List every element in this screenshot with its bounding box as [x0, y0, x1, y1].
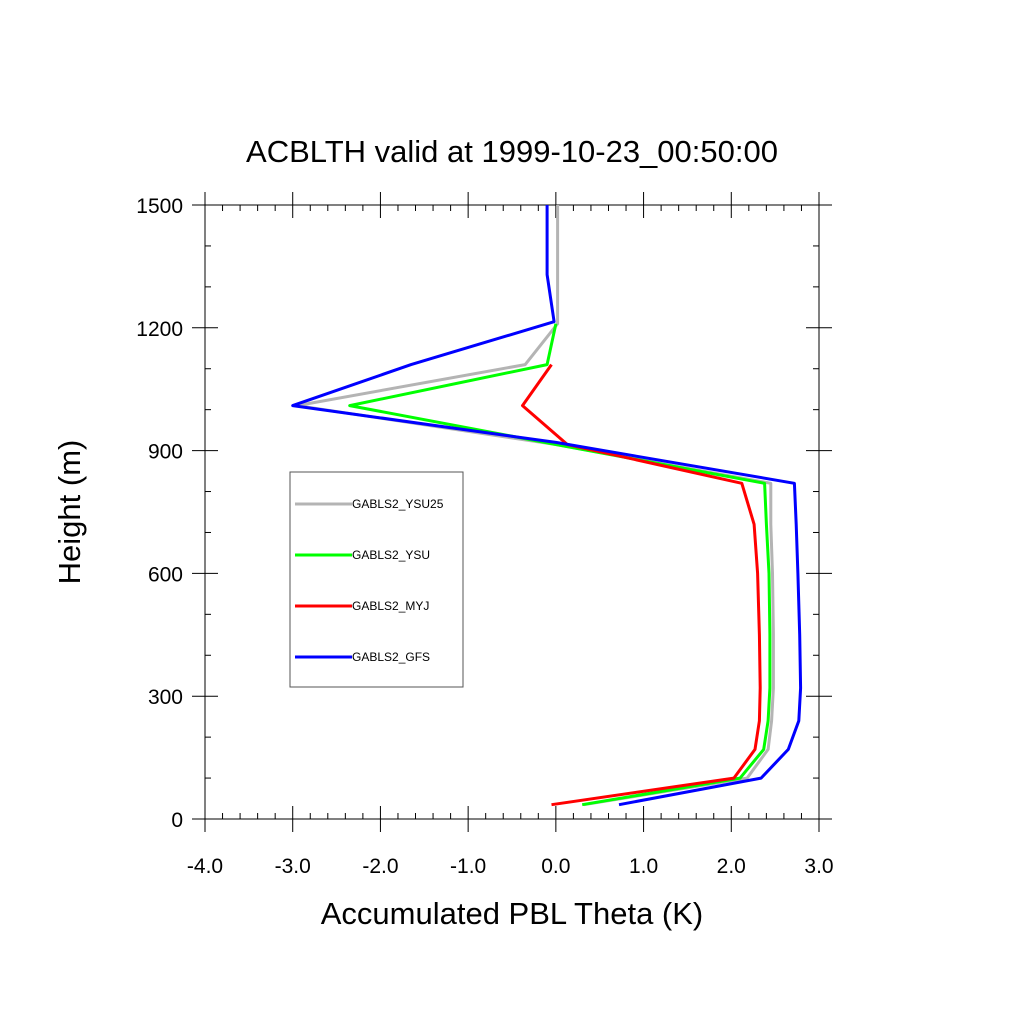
y-tick-label: 1500 — [136, 195, 183, 218]
y-tick-label: 600 — [148, 563, 183, 586]
plot-frame — [204, 204, 820, 820]
legend-label: GABLS2_YSU25 — [352, 497, 444, 511]
series-line-gabls2_ysu25 — [295, 205, 775, 807]
x-tick-label: 3.0 — [804, 855, 833, 878]
legend-label: GABLS2_YSU — [352, 548, 430, 562]
plot-area: -4.0 -3.0 -2.0 -1.0 0.0 1.0 2.0 3.0 0 300 600 900 12… — [136, 192, 834, 878]
x-tick-label: -3.0 — [275, 855, 311, 878]
series-line-gabls2_myj — [521, 363, 762, 807]
x-tick-label: 0.0 — [541, 855, 570, 878]
x-axis-title: Accumulated PBL Theta (K) — [321, 896, 704, 931]
y-tick-label: 300 — [148, 686, 183, 709]
y-axis-title: Height (m) — [52, 440, 87, 585]
chart-title: ACBLTH valid at 1999-10-23_00:50:00 — [246, 134, 778, 169]
series-line-gabls2_ysu — [348, 323, 772, 807]
x-tick-label: -1.0 — [450, 855, 486, 878]
x-tick-label: -2.0 — [362, 855, 398, 878]
x-tick-label: -4.0 — [187, 855, 223, 878]
y-tick-label: 900 — [148, 441, 183, 464]
x-tick-label: 2.0 — [717, 855, 746, 878]
y-tick-label: 1200 — [136, 318, 183, 341]
legend-label: GABLS2_MYJ — [352, 599, 429, 613]
legend-label: GABLS2_GFS — [352, 650, 430, 664]
legend-box — [289, 471, 464, 688]
y-tick-label: 0 — [171, 809, 183, 832]
x-tick-label: 1.0 — [629, 855, 658, 878]
series-line-gabls2_gfs — [291, 205, 803, 807]
